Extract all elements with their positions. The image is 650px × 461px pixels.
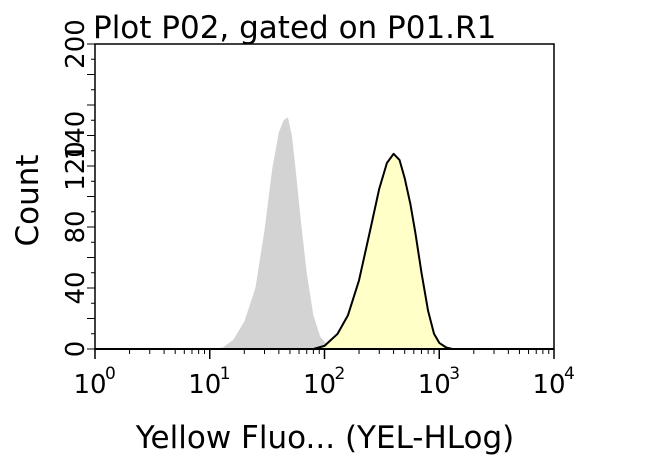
histogram-series-2 xyxy=(312,152,454,350)
x-tick-exponent: 4 xyxy=(564,364,575,384)
x-tick-label: 10 xyxy=(532,370,565,400)
y-axis-label: Count xyxy=(10,154,46,246)
y-tick-label: 40 xyxy=(61,271,91,304)
chart-title: Plot P02, gated on P01.R1 xyxy=(93,10,496,46)
x-tick-label: 10 xyxy=(418,370,451,400)
y-tick-label: 140 xyxy=(61,111,91,161)
y-tick-label: 80 xyxy=(61,210,91,243)
x-tick-label: 10 xyxy=(73,370,106,400)
x-axis-label: Yellow Fluo... (YEL-HLog) xyxy=(135,420,515,456)
series-layer xyxy=(95,117,554,350)
histogram-series-1 xyxy=(209,117,348,349)
x-tick-label: 10 xyxy=(303,370,336,400)
x-tick-exponent: 1 xyxy=(220,364,231,384)
y-tick-label: 200 xyxy=(61,19,91,69)
y-tick-label: 120 xyxy=(61,141,91,191)
x-ticks: 100 101 102 103 104 xyxy=(73,349,575,400)
x-tick-exponent: 3 xyxy=(449,364,460,384)
x-tick-label: 10 xyxy=(188,370,221,400)
x-tick-exponent: 2 xyxy=(335,364,346,384)
y-tick-label: 0 xyxy=(61,341,91,358)
x-tick-exponent: 0 xyxy=(105,364,116,384)
plot-frame xyxy=(94,43,555,350)
